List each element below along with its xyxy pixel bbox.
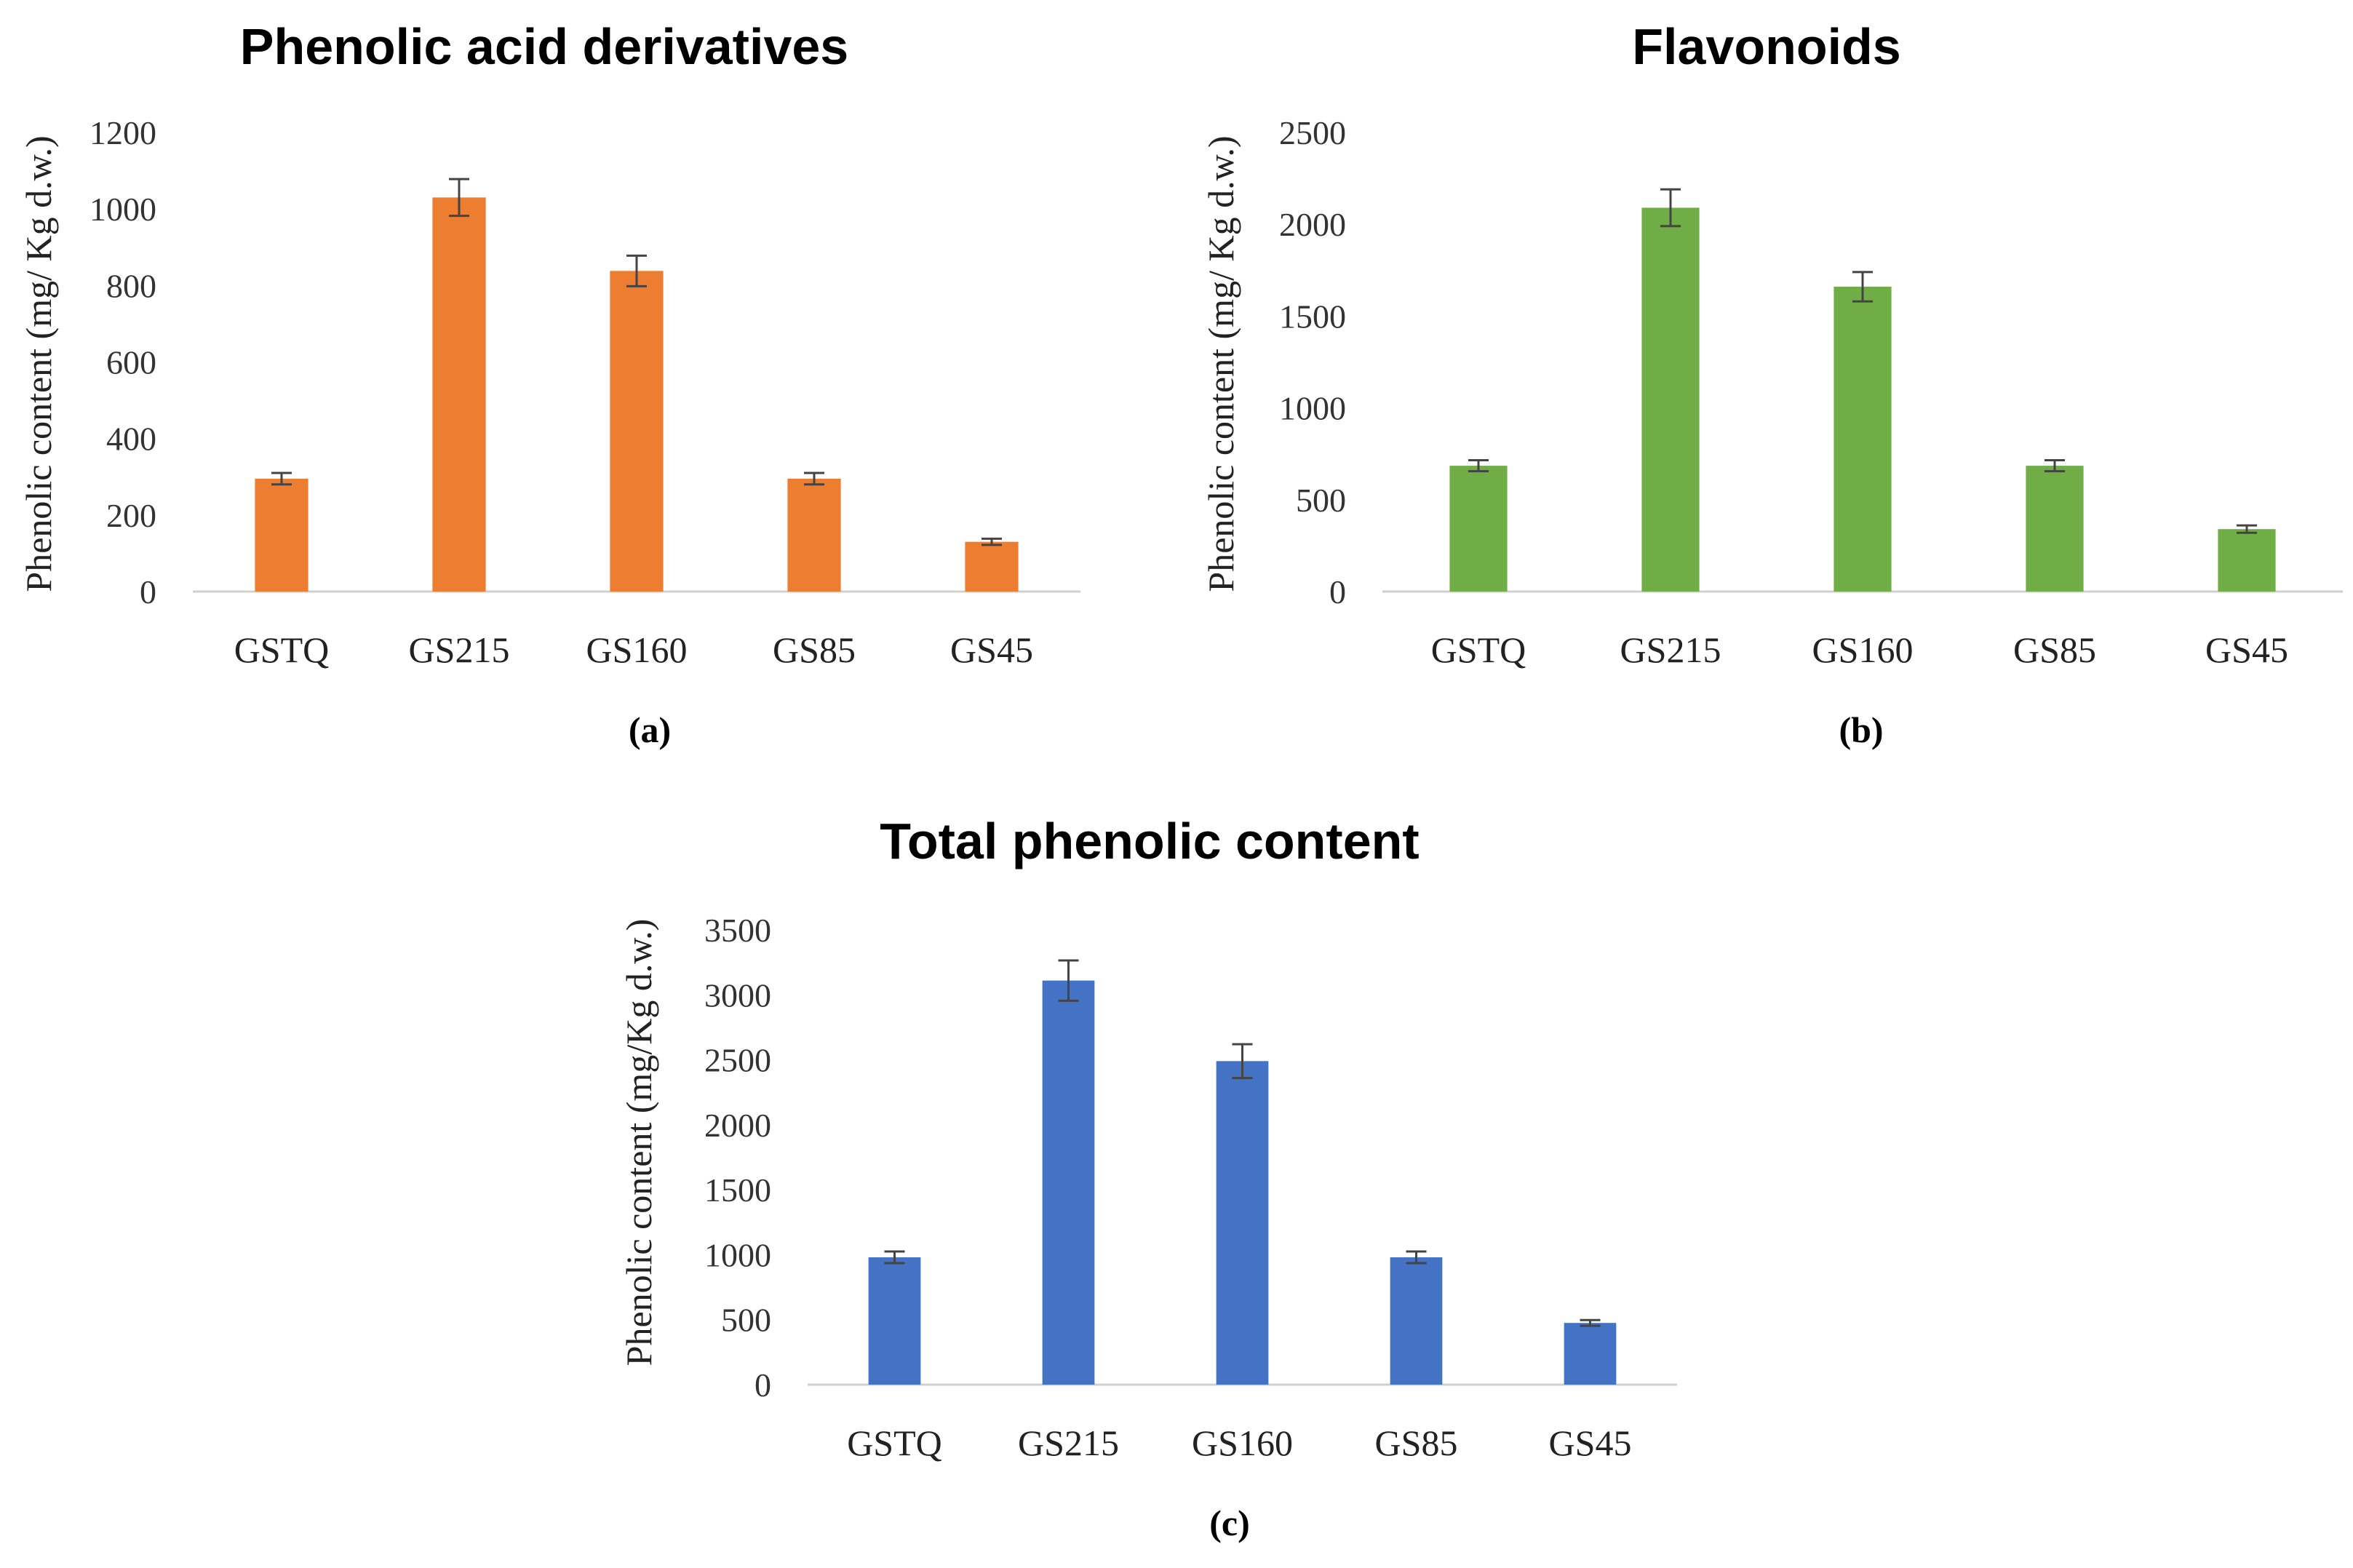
bar-gs160 — [1216, 1061, 1269, 1385]
bar-gs45 — [2218, 529, 2276, 592]
bar-gs160 — [1834, 287, 1892, 592]
x-tick-label: GSTQ — [234, 629, 330, 670]
y-tick-label: 2500 — [704, 1042, 771, 1079]
bar-gs160 — [610, 271, 664, 592]
chart-title: Total phenolic content — [880, 813, 1419, 869]
error-bar-gs45 — [2237, 524, 2257, 534]
bar-gs85 — [2026, 466, 2084, 592]
panel-caption: (b) — [1839, 709, 1883, 750]
x-tick-label: GS160 — [1812, 629, 1914, 670]
x-tick-label: GS85 — [773, 629, 856, 670]
x-tick-label: GS160 — [1192, 1422, 1293, 1463]
chart-title: Flavonoids — [1632, 18, 1900, 75]
bar-gstq — [255, 478, 308, 592]
y-tick-label: 2500 — [1279, 114, 1346, 151]
chart-c: Total phenolic content Phenolic content (… — [618, 813, 1677, 1543]
error-bar-gs160 — [626, 254, 647, 287]
error-bar-gs215 — [449, 178, 469, 218]
y-tick-label: 1500 — [1279, 298, 1346, 335]
error-bar-gs215 — [1058, 959, 1079, 1002]
x-tick-label: GS45 — [950, 629, 1033, 670]
error-bar-gs160 — [1852, 271, 1873, 303]
x-tick-label: GS85 — [2013, 629, 2096, 670]
error-bar-gs85 — [1406, 1250, 1427, 1265]
x-tick-label: GS160 — [586, 629, 688, 670]
chart-b: Flavonoids Phenolic content (mg/ Kg d.w.)… — [1201, 18, 2343, 750]
y-axis-label: Phenolic content (mg/ Kg d.w.) — [1201, 135, 1241, 592]
bar-gs85 — [1390, 1257, 1443, 1385]
panel-caption: (c) — [1209, 1503, 1250, 1543]
x-tick-label: GS215 — [1018, 1422, 1119, 1463]
x-tick-label: GS85 — [1375, 1422, 1458, 1463]
y-tick-label: 600 — [106, 344, 156, 381]
y-tick-label: 0 — [1329, 573, 1346, 610]
y-tick-label: 500 — [721, 1302, 771, 1339]
y-tick-label: 200 — [106, 497, 156, 534]
error-bar-gs215 — [1660, 188, 1681, 228]
bar-gs215 — [1042, 980, 1095, 1385]
bar-gstq — [868, 1257, 921, 1385]
y-axis-label: Phenolic content (mg/Kg d.w.) — [618, 919, 659, 1366]
bar-gs85 — [787, 478, 841, 592]
bar-gs215 — [1641, 207, 1700, 592]
error-bar-gs85 — [804, 471, 824, 486]
bar-gs215 — [432, 197, 486, 592]
y-axis-label: Phenolic content (mg/ Kg d.w.) — [18, 135, 59, 592]
y-tick-label: 1500 — [704, 1171, 771, 1209]
x-tick-label: GS215 — [1620, 629, 1721, 670]
bar-gstq — [1449, 466, 1508, 592]
y-tick-label: 1000 — [704, 1236, 771, 1273]
y-tick-label: 1000 — [89, 191, 156, 228]
error-bar-gs85 — [2045, 459, 2065, 473]
y-tick-label: 0 — [755, 1366, 771, 1404]
error-bar-gs45 — [1580, 1318, 1601, 1327]
y-tick-label: 500 — [1296, 482, 1346, 519]
x-tick-label: GSTQ — [1431, 629, 1526, 670]
x-tick-label: GSTQ — [847, 1422, 942, 1463]
error-bar-gs45 — [982, 537, 1002, 546]
error-bar-gstq — [271, 471, 292, 486]
error-bar-gstq — [1468, 459, 1489, 473]
error-bar-gs160 — [1232, 1043, 1253, 1080]
error-bar-gstq — [884, 1250, 905, 1265]
bar-gs45 — [965, 541, 1019, 592]
x-tick-label: GS45 — [1549, 1422, 1632, 1463]
panel-caption: (a) — [629, 709, 671, 750]
y-tick-label: 1200 — [89, 114, 156, 151]
y-tick-label: 3000 — [704, 976, 771, 1014]
y-tick-label: 2000 — [1279, 206, 1346, 243]
chart-title: Phenolic acid derivatives — [240, 18, 848, 75]
y-tick-label: 3500 — [704, 912, 771, 949]
y-tick-label: 1000 — [1279, 390, 1346, 427]
chart-a: Phenolic acid derivatives Phenolic conten… — [18, 18, 1080, 750]
y-tick-label: 800 — [106, 267, 156, 304]
y-tick-label: 400 — [106, 421, 156, 458]
y-tick-label: 2000 — [704, 1107, 771, 1144]
x-tick-label: GS45 — [2205, 629, 2288, 670]
y-tick-label: 0 — [140, 573, 156, 610]
x-tick-label: GS215 — [409, 629, 510, 670]
bar-gs45 — [1564, 1323, 1617, 1385]
